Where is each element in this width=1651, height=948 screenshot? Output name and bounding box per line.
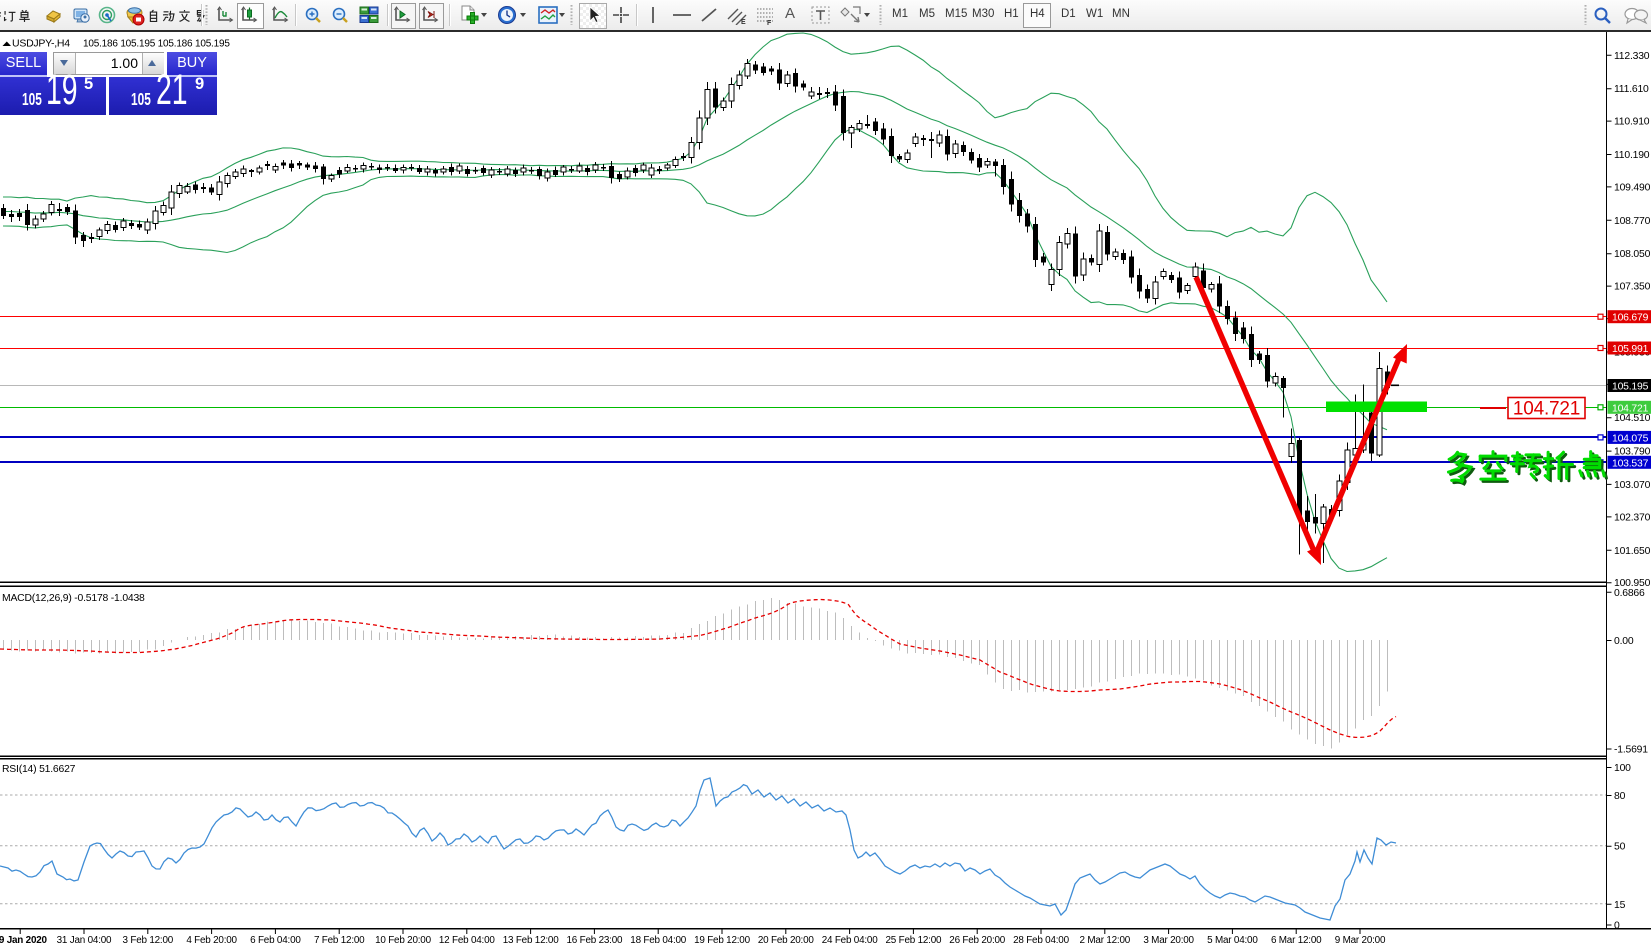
- svg-text:25 Feb 12:00: 25 Feb 12:00: [885, 935, 942, 946]
- svg-text:104.510: 104.510: [1614, 413, 1651, 424]
- svg-text:29 Jan 2020: 29 Jan 2020: [0, 935, 48, 946]
- svg-text:50: 50: [1614, 842, 1626, 853]
- svg-text:0.00: 0.00: [1614, 636, 1634, 647]
- svg-text:104.075: 104.075: [1612, 433, 1649, 444]
- svg-text:15: 15: [1614, 900, 1626, 911]
- svg-text:10 Feb 20:00: 10 Feb 20:00: [375, 935, 432, 946]
- svg-text:-1.5691: -1.5691: [1614, 745, 1648, 756]
- svg-text:13 Feb 12:00: 13 Feb 12:00: [503, 935, 560, 946]
- svg-text:2 Mar 12:00: 2 Mar 12:00: [1080, 935, 1131, 946]
- svg-text:103.537: 103.537: [1612, 458, 1649, 469]
- svg-text:3 Feb 12:00: 3 Feb 12:00: [123, 935, 174, 946]
- svg-text:3 Mar 20:00: 3 Mar 20:00: [1143, 935, 1194, 946]
- svg-text:105.186 105.195 105.186 105.19: 105.186 105.195 105.186 105.195: [83, 39, 230, 50]
- svg-text:102.370: 102.370: [1614, 512, 1651, 523]
- svg-text:0.6866: 0.6866: [1614, 588, 1645, 599]
- svg-text:111.610: 111.610: [1614, 84, 1649, 95]
- svg-text:26 Feb 20:00: 26 Feb 20:00: [949, 935, 1006, 946]
- svg-text:103.790: 103.790: [1614, 447, 1651, 458]
- svg-text:104.721: 104.721: [1513, 399, 1580, 420]
- svg-text:31 Jan 04:00: 31 Jan 04:00: [57, 935, 112, 946]
- svg-text:112.330: 112.330: [1614, 51, 1650, 62]
- svg-text:5 Mar 04:00: 5 Mar 04:00: [1207, 935, 1258, 946]
- svg-text:0: 0: [1614, 921, 1620, 932]
- svg-text:110.190: 110.190: [1614, 150, 1650, 161]
- svg-text:80: 80: [1614, 791, 1626, 802]
- svg-text:103.070: 103.070: [1614, 480, 1651, 491]
- svg-text:18 Feb 04:00: 18 Feb 04:00: [630, 935, 687, 946]
- svg-text:100.950: 100.950: [1614, 578, 1651, 589]
- svg-text:110.910: 110.910: [1614, 117, 1650, 128]
- svg-text:12 Feb 04:00: 12 Feb 04:00: [439, 935, 496, 946]
- svg-text:100: 100: [1614, 763, 1631, 774]
- svg-text:7 Feb 12:00: 7 Feb 12:00: [314, 935, 365, 946]
- svg-text:24 Feb 04:00: 24 Feb 04:00: [822, 935, 879, 946]
- svg-text:20 Feb 20:00: 20 Feb 20:00: [758, 935, 815, 946]
- svg-text:19 Feb 12:00: 19 Feb 12:00: [694, 935, 751, 946]
- svg-text:108.770: 108.770: [1614, 216, 1651, 227]
- svg-text:9 Mar 20:00: 9 Mar 20:00: [1335, 935, 1386, 946]
- svg-text:USDJPY-,H4: USDJPY-,H4: [12, 38, 70, 50]
- svg-text:16 Feb 23:00: 16 Feb 23:00: [566, 935, 623, 946]
- svg-text:105.195: 105.195: [1612, 382, 1649, 393]
- svg-text:101.650: 101.650: [1614, 546, 1651, 557]
- svg-text:104.721: 104.721: [1612, 403, 1649, 414]
- svg-text:RSI(14) 51.6627: RSI(14) 51.6627: [2, 764, 76, 775]
- svg-text:E: E: [741, 19, 746, 25]
- svg-text:F: F: [767, 20, 772, 25]
- svg-text:MACD(12,26,9) -0.5178 -1.0438: MACD(12,26,9) -0.5178 -1.0438: [2, 593, 145, 604]
- svg-text:4 Feb 20:00: 4 Feb 20:00: [186, 935, 237, 946]
- svg-text:6 Mar 12:00: 6 Mar 12:00: [1271, 935, 1322, 946]
- svg-text:105.991: 105.991: [1612, 344, 1649, 355]
- svg-text:108.050: 108.050: [1614, 249, 1651, 260]
- svg-text:28 Feb 04:00: 28 Feb 04:00: [1013, 935, 1070, 946]
- svg-text:109.490: 109.490: [1614, 182, 1651, 193]
- svg-text:6 Feb 04:00: 6 Feb 04:00: [250, 935, 301, 946]
- svg-text:107.350: 107.350: [1614, 282, 1651, 293]
- svg-text:106.679: 106.679: [1612, 313, 1649, 324]
